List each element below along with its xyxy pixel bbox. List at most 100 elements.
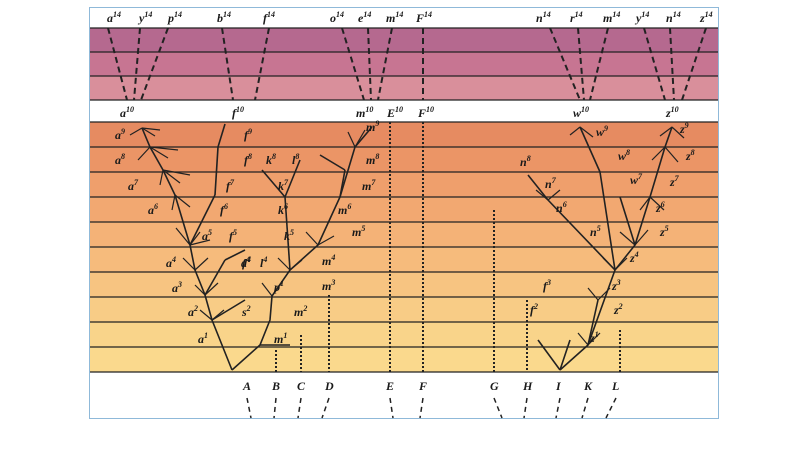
label-left-a3: a3 — [172, 280, 182, 295]
species-L: L — [611, 379, 619, 393]
label-right-f2: f2 — [530, 302, 538, 317]
label-left-m6: m6 — [338, 202, 351, 217]
label-top-m14: m14 — [603, 10, 620, 25]
label-left-a9: a9 — [115, 127, 125, 142]
left-tree-fans — [129, 127, 366, 321]
band-lines — [90, 27, 718, 373]
label-left-f8: f8 — [244, 152, 252, 167]
label-left-a8: a8 — [115, 152, 125, 167]
label-left-m7: m7 — [362, 178, 376, 193]
label-mid-z10: z10 — [665, 105, 679, 120]
species-B: B — [271, 379, 280, 393]
label-mid-E10: E10 — [386, 105, 403, 120]
label-mid-w10: w10 — [573, 105, 589, 120]
label-left-m4: m4 — [322, 253, 335, 268]
species-C: C — [297, 379, 306, 393]
label-right-z6: z6 — [655, 200, 665, 215]
label-top-a14: a14 — [107, 10, 121, 25]
band-1 — [90, 122, 718, 147]
label-left-a7: a7 — [128, 178, 139, 193]
label-right-n5: n5 — [590, 224, 601, 239]
label-mid-m10: m10 — [356, 105, 373, 120]
label-top-p14: p14 — [167, 10, 182, 25]
persistent-lineages — [275, 122, 621, 372]
label-right-f3: f3 — [543, 278, 551, 293]
label-top-n14: n14 — [666, 10, 681, 25]
mid-row-labels: a10 f10 m10 E10 F10 w10 z10 — [120, 105, 679, 120]
label-left-s2: s2 — [241, 304, 251, 319]
label-left-k5: k5 — [284, 228, 294, 243]
label-left-a2: a2 — [188, 304, 198, 319]
band-top-3 — [90, 76, 718, 100]
label-top-f14: f14 — [263, 10, 275, 25]
label-left-l4: l4 — [260, 255, 267, 270]
species-G: G — [490, 379, 499, 393]
band-9 — [90, 322, 718, 347]
label-right-w8: w8 — [618, 148, 630, 163]
band-4 — [90, 197, 718, 222]
band-top-2 — [90, 52, 718, 76]
label-left-k6: k6 — [278, 202, 288, 217]
label-top-y14: y14 — [634, 10, 649, 25]
label-top-e14: e14 — [358, 10, 371, 25]
label-right-n8: n8 — [520, 154, 531, 169]
label-left-m2: m2 — [294, 304, 307, 319]
label-right-z7: z7 — [669, 174, 680, 189]
label-top-n14: n14 — [536, 10, 551, 25]
label-top-m14: m14 — [386, 10, 403, 25]
species-F: F — [418, 379, 427, 393]
label-left-f7: f7 — [226, 178, 235, 193]
label-top-o14: o14 — [330, 10, 344, 25]
label-left-a6: a6 — [148, 202, 158, 217]
label-left-m1: m1 — [274, 331, 287, 346]
species-K: K — [583, 379, 593, 393]
upper-dashed-lines — [107, 27, 707, 101]
label-left-f5: f5 — [229, 228, 237, 243]
band-10 — [90, 347, 718, 372]
label-top-z14: z14 — [699, 10, 713, 25]
band-8 — [90, 297, 718, 322]
label-left-f4: f4 — [242, 255, 250, 270]
species-A: A — [242, 379, 251, 393]
label-left-k7: k7 — [278, 178, 289, 193]
label-left-p1: p1 — [273, 279, 284, 294]
label-right-z4: z4 — [629, 250, 639, 265]
label-right-n7: n7 — [545, 176, 557, 191]
species-D: D — [324, 379, 334, 393]
label-right-z5: z5 — [659, 224, 669, 239]
band-2 — [90, 147, 718, 172]
diagram-frame — [89, 7, 719, 419]
label-left-a5: a5 — [202, 228, 212, 243]
label-right-z2: z2 — [613, 302, 623, 317]
label-mid-a10: a10 — [120, 105, 134, 120]
species-H: H — [522, 379, 533, 393]
band-7 — [90, 272, 718, 297]
label-right-n6: n6 — [556, 200, 567, 215]
band-3 — [90, 172, 718, 197]
label-left-m9: m9 — [366, 119, 379, 134]
label-top-r14: r14 — [570, 10, 583, 25]
label-right-z9: z9 — [679, 121, 689, 136]
label-mid-f10: f10 — [232, 105, 244, 120]
label-right-w9: w9 — [596, 124, 608, 139]
label-left-m5: m5 — [352, 224, 365, 239]
species-E: E — [385, 379, 394, 393]
label-right-z3: z3 — [611, 278, 621, 293]
label-left-l8: l8 — [292, 152, 299, 167]
right-tree-fans — [535, 126, 685, 346]
label-right-z1: z1 — [589, 330, 599, 345]
label-left-m8: m8 — [366, 152, 379, 167]
label-mid-F10: F10 — [417, 105, 434, 120]
label-top-b14: b14 — [217, 10, 231, 25]
label-left-d4: d4 — [241, 255, 251, 270]
label-right-z8: z8 — [685, 148, 695, 163]
band-white — [90, 100, 718, 122]
species-I: I — [555, 379, 562, 393]
label-left-k8: k8 — [266, 152, 276, 167]
label-left-a1: a1 — [198, 331, 208, 346]
label-right-w7: w7 — [630, 172, 643, 187]
time-bands — [90, 28, 718, 372]
band-top-1 — [90, 28, 718, 52]
